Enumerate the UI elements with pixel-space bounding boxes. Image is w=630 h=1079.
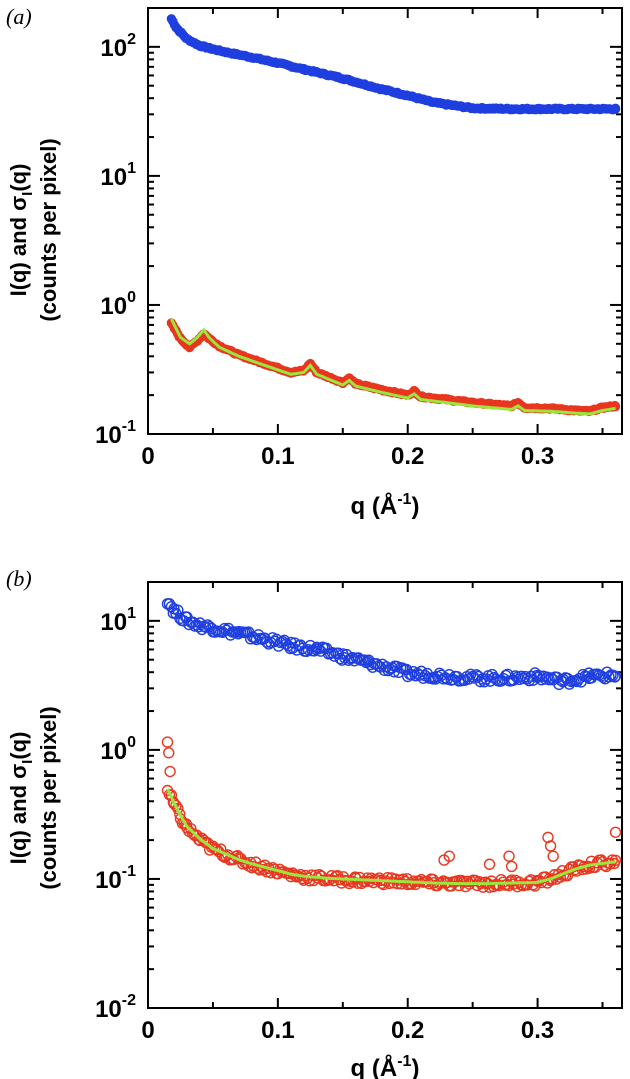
panel-b-ylabel-line2: (counts per pixel): [36, 706, 61, 889]
panel-a-ticks: [147, 7, 622, 435]
point-i-q-: [470, 669, 483, 681]
panel-a: (a) 0 0.1 0.2 0.3 10-1 100 101 102 q (Å-1) I(q…: [6, 4, 623, 520]
panel-b-xtick-labels: 0 0.1 0.2 0.3: [141, 1017, 554, 1044]
panel-b-plot-frame: [147, 581, 623, 1009]
point--i-q-from-data: [194, 834, 206, 847]
point-i-q-: [571, 675, 583, 688]
point--i-q-outliers: [547, 850, 559, 862]
point-i-q-: [465, 668, 477, 680]
panel-a-plot-frame: [147, 7, 623, 435]
x-tick-label: 0.3: [521, 443, 554, 470]
panel-b-ylabel: I(q) and σI(q) (counts per pixel): [6, 706, 61, 889]
panel-b: (b) 0 0.1 0.2 0.3 10-2 10-1 100 101 q (Å-1) I(…: [6, 566, 623, 1079]
point-i-q-: [543, 674, 555, 686]
point--i-q-outliers: [164, 765, 176, 778]
panel-b-ylabel-line1: I(q) and σI(q): [6, 732, 36, 865]
point-i-q-: [194, 617, 206, 629]
x-tick-label: 0: [141, 443, 154, 470]
panel-b-data: [161, 598, 622, 893]
point--i-q-from-data: [405, 878, 418, 890]
point-i-q-: [610, 103, 621, 114]
point--i-q-outliers: [505, 860, 518, 873]
panel-a-xtick-labels: 0 0.1 0.2 0.3: [141, 443, 554, 470]
panel-a-data: [166, 14, 621, 417]
x-tick-label: 0.2: [391, 1017, 424, 1044]
y-tick-label: 100: [100, 734, 136, 765]
y-tick-label: 10-1: [95, 863, 136, 894]
point--i-q-outliers: [483, 858, 496, 870]
point-i-q-: [609, 670, 622, 682]
point-i-q-: [476, 673, 489, 685]
panel-a-ytick-labels: 10-1 100 101 102: [95, 31, 136, 449]
y-tick-label: 10-2: [95, 992, 136, 1023]
point-i-q-: [478, 675, 491, 688]
panel-a-ylabel: I(q) and σI(q) (counts per pixel): [6, 138, 61, 321]
point-i-q-: [563, 678, 576, 690]
point--i-q-outliers: [163, 747, 175, 759]
y-tick-label: 100: [100, 289, 136, 320]
panel-a-label: (a): [6, 4, 32, 29]
x-tick-label: 0.3: [521, 1017, 554, 1044]
point--i-q-from-data: [525, 874, 537, 886]
panel-b-label: (b): [6, 566, 32, 591]
point--i-q-outliers: [161, 736, 174, 748]
y-tick-label: 10-1: [95, 418, 136, 449]
panel-a-xlabel: q (Å-1): [351, 491, 420, 520]
point--i-q-from-data: [313, 869, 326, 881]
y-tick-label: 101: [100, 605, 136, 636]
point--i-q-from-data: [211, 844, 223, 856]
y-tick-label: 102: [100, 31, 136, 62]
point--i-q-from-data: [461, 875, 474, 888]
x-tick-label: 0.1: [261, 1017, 294, 1044]
x-tick-label: 0: [141, 1017, 154, 1044]
point--i-q-outliers: [609, 826, 622, 838]
point-i-q-: [340, 648, 353, 661]
x-tick-label: 0.1: [261, 443, 294, 470]
x-tick-label: 0.2: [391, 443, 424, 470]
series-line--i-q-model: [170, 318, 616, 416]
point--i-q-outliers: [443, 850, 455, 862]
y-tick-label: 101: [100, 160, 136, 191]
series-line--i-q-model: [166, 788, 616, 886]
panel-a-ylabel-line2: (counts per pixel): [36, 138, 61, 321]
panel-b-ytick-labels: 10-2 10-1 100 101: [95, 605, 136, 1023]
point-i-q-: [172, 604, 184, 616]
point--i-q-from-data: [353, 871, 366, 884]
panel-b-ticks: [147, 581, 622, 1009]
point--i-q-outliers: [503, 850, 515, 862]
point--i-q-from-data: [609, 854, 622, 867]
point--i-q-outliers: [544, 840, 557, 852]
panel-a-ylabel-line1: I(q) and σI(q): [6, 164, 36, 297]
point--i-q-from-data: [185, 822, 197, 835]
panel-b-xlabel: q (Å-1): [351, 1053, 420, 1079]
